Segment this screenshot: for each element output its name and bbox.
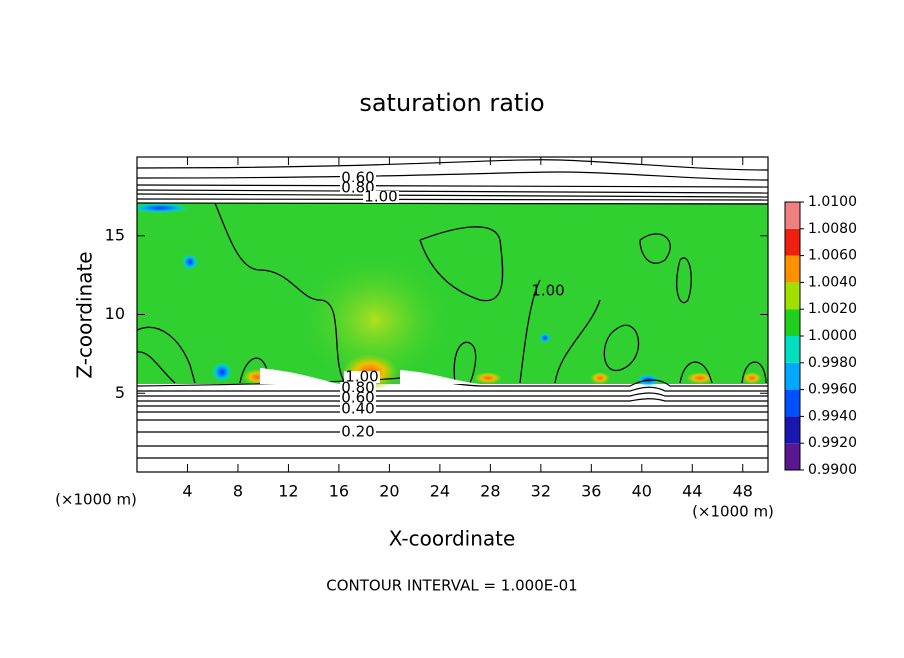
contour-lines — [137, 202, 767, 384]
contour-label-bg — [340, 172, 376, 184]
colorbar-swatch — [785, 443, 800, 470]
y-tick-label: 5 — [115, 383, 125, 402]
contour-label-bg — [340, 392, 376, 404]
x-tick-label: 44 — [682, 482, 702, 501]
contour-label-bg — [340, 403, 376, 415]
field-blob — [742, 372, 762, 384]
colorbar-tick-label: 1.0040 — [808, 274, 857, 290]
field — [137, 159, 768, 459]
colorbar-tick-label: 0.9940 — [808, 408, 857, 424]
colorbar-swatch — [785, 389, 800, 417]
chart-title: saturation ratio — [359, 89, 544, 117]
colorbar-swatch — [785, 255, 800, 283]
y-axis-label: Z-coordinate — [73, 251, 97, 378]
field-blob — [295, 250, 455, 390]
x-tick-label: 4 — [182, 482, 192, 501]
x-tick-label: 36 — [581, 482, 601, 501]
colorbar-tick-label: 0.9960 — [808, 382, 857, 398]
x-unit-label: (×1000 m) — [692, 503, 774, 521]
colorbar-swatch — [785, 228, 800, 256]
colorbar-tick-label: 0.9920 — [808, 435, 857, 451]
x-tick-label: 40 — [632, 482, 652, 501]
field-blob — [182, 254, 198, 270]
contour-label: 1.00 — [345, 368, 378, 386]
y-tick-label: 15 — [105, 225, 125, 244]
footnote: CONTOUR INTERVAL = 1.000E-01 — [326, 577, 577, 595]
x-tick-label: 12 — [278, 482, 298, 501]
x-tick-label: 16 — [329, 482, 349, 501]
field-gap — [260, 368, 480, 384]
contour-label: 1.00 — [531, 282, 564, 300]
colorbar-tick-label: 1.0100 — [808, 194, 857, 210]
x-tick-label: 20 — [379, 482, 399, 501]
colorbar-tick-label: 0.9980 — [808, 355, 857, 371]
colorbar-swatch — [785, 362, 800, 390]
field-blob — [212, 362, 232, 382]
y-tick-label: 10 — [105, 304, 125, 323]
field-blob — [590, 372, 610, 384]
x-axis-label: X-coordinate — [389, 527, 516, 551]
colorbar-swatch — [785, 282, 800, 310]
x-tick-label: 8 — [233, 482, 243, 501]
contour-label: 0.60 — [341, 389, 374, 407]
colorbar-tick-label: 0.9900 — [808, 462, 857, 478]
contour-label-bg — [340, 426, 376, 438]
contour-label: 0.20 — [341, 423, 374, 441]
contour-label-bg — [340, 382, 376, 394]
colorbar-tick-label: 1.0080 — [808, 221, 857, 237]
colorbar-swatch — [785, 202, 800, 229]
x-tick-label: 24 — [430, 482, 450, 501]
field-blob — [686, 372, 714, 384]
colorbar-tick-label: 1.0020 — [808, 301, 857, 317]
field-blob — [137, 203, 190, 213]
contour-label: 0.40 — [341, 400, 374, 418]
contour-label-bg — [363, 191, 399, 203]
x-unit-label: (×1000 m) — [55, 491, 137, 509]
field-blob — [474, 372, 502, 384]
field-fill — [137, 203, 768, 384]
contour-label: 1.00 — [364, 188, 397, 206]
colorbar-swatch — [785, 309, 800, 336]
x-tick-label: 48 — [733, 482, 753, 501]
contour-label-bg — [344, 371, 380, 383]
colorbar-tick-label: 1.0000 — [808, 328, 857, 344]
colorbar-swatch — [785, 336, 800, 363]
x-tick-label: 28 — [480, 482, 500, 501]
x-tick-label: 32 — [531, 482, 551, 501]
colorbar-swatch — [785, 416, 800, 444]
colorbar-tick-label: 1.0060 — [808, 248, 857, 264]
field-blob — [539, 333, 551, 343]
